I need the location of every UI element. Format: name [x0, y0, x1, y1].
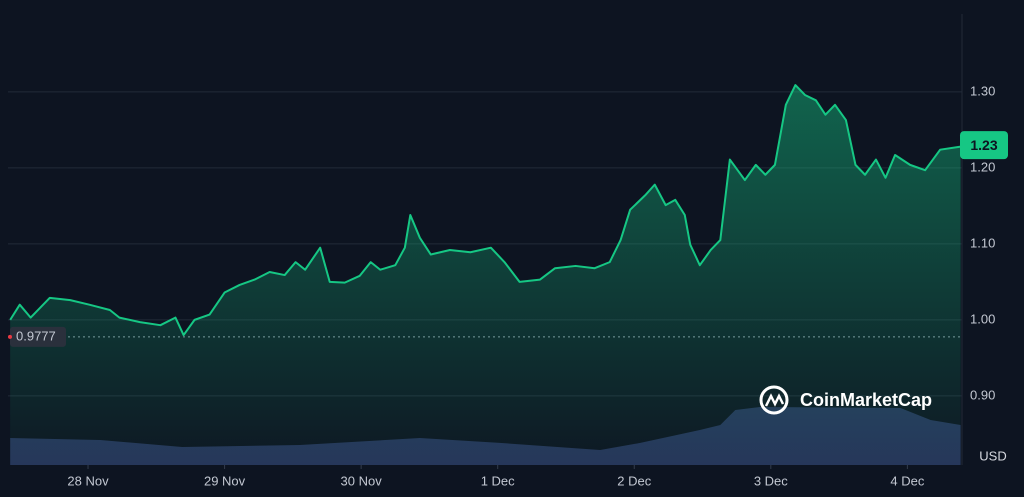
y-tick-label: 1.20 [970, 159, 995, 174]
open-price-dot [8, 334, 12, 339]
open-price-label: 0.9777 [16, 328, 56, 343]
current-price-label: 1.23 [970, 137, 997, 153]
x-tick-label: 3 Dec [754, 473, 788, 488]
y-tick-label: 1.10 [970, 235, 995, 250]
watermark-text: CoinMarketCap [800, 390, 932, 410]
y-tick-label: 0.90 [970, 387, 995, 402]
y-tick-label: 1.30 [970, 83, 995, 98]
current-price-box [960, 131, 1008, 160]
x-tick-label: 30 Nov [341, 473, 383, 488]
x-tick-label: 29 Nov [204, 473, 246, 488]
watermark: CoinMarketCap [759, 385, 932, 415]
y-tick-label: 1.00 [970, 311, 995, 326]
x-tick-label: 1 Dec [481, 473, 515, 488]
logo-icon [759, 385, 789, 415]
x-tick-label: 2 Dec [617, 473, 651, 488]
x-tick-label: 4 Dec [890, 473, 924, 488]
logo-mark [764, 393, 785, 407]
currency-label: USD [979, 448, 1006, 463]
open-price-box [10, 326, 66, 347]
price-area [10, 85, 961, 466]
x-tick-label: 28 Nov [67, 473, 109, 488]
price-line [9, 84, 961, 337]
